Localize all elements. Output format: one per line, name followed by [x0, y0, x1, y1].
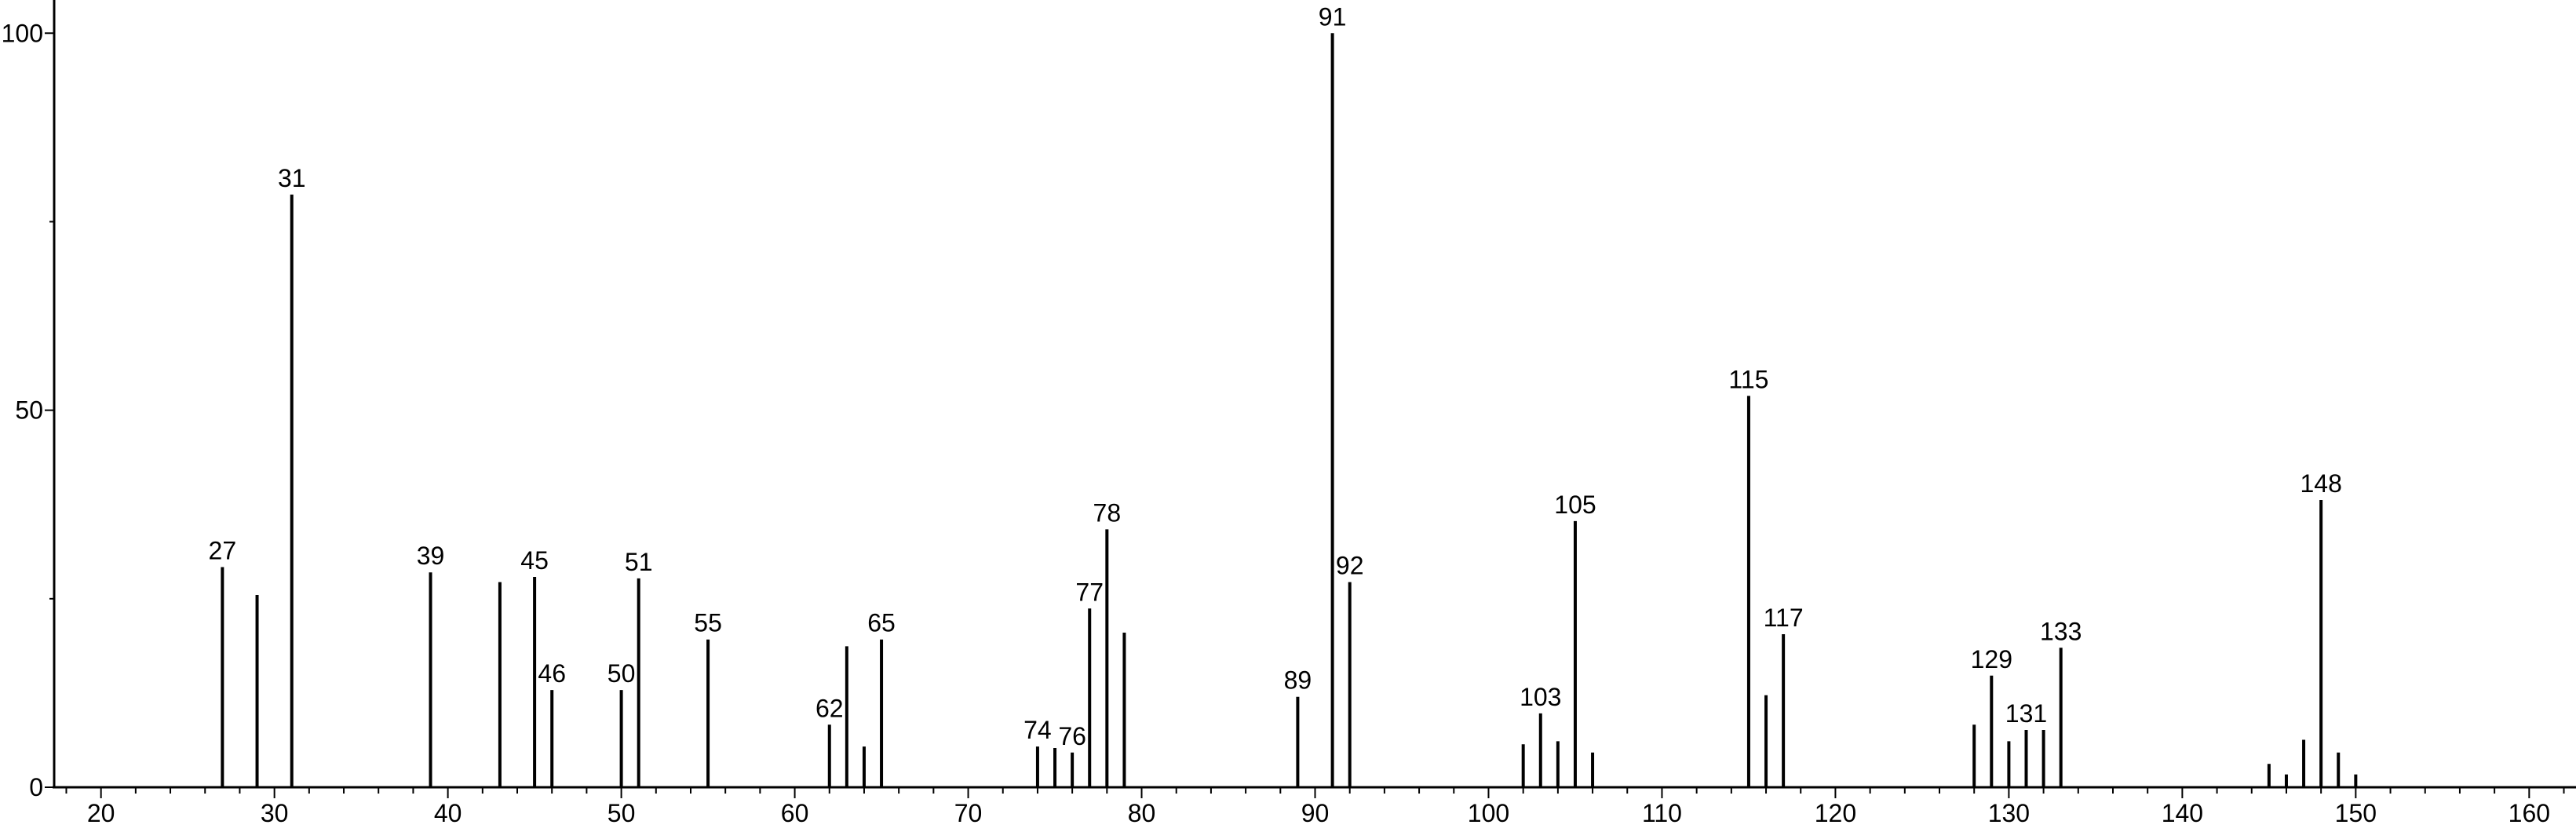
y-tick-label: 100 — [2, 19, 43, 47]
peak-label: 39 — [417, 542, 445, 570]
y-tick-label: 0 — [29, 773, 43, 801]
x-tick-label: 140 — [2162, 799, 2203, 827]
peak-label: 91 — [1319, 2, 1347, 31]
x-tick-label: 20 — [87, 799, 115, 827]
peak-label: 103 — [1520, 683, 1561, 711]
x-tick-label: 120 — [1815, 799, 1856, 827]
x-tick-label: 80 — [1128, 799, 1156, 827]
peak-label: 129 — [1971, 645, 2012, 673]
peak-label: 76 — [1058, 722, 1086, 750]
x-tick-label: 70 — [954, 799, 983, 827]
peak-label: 105 — [1554, 491, 1596, 519]
peak-label: 131 — [2005, 699, 2047, 728]
peak-label: 51 — [625, 548, 653, 576]
peak-label: 65 — [867, 609, 896, 637]
peak-label: 148 — [2300, 469, 2341, 498]
x-tick-label: 150 — [2335, 799, 2377, 827]
x-tick-label: 130 — [1988, 799, 2030, 827]
peak-label: 31 — [278, 164, 306, 192]
x-tick-label: 50 — [608, 799, 636, 827]
x-tick-label: 160 — [2508, 799, 2550, 827]
peak-label: 77 — [1075, 578, 1104, 606]
peak-label: 115 — [1728, 365, 1768, 393]
peak-label: 55 — [694, 609, 722, 637]
peak-label: 46 — [538, 659, 566, 688]
peak-label: 62 — [815, 694, 844, 722]
peak-label: 133 — [2040, 617, 2082, 645]
peak-label: 27 — [209, 536, 237, 564]
x-tick-label: 90 — [1301, 799, 1330, 827]
peak-label: 45 — [520, 546, 549, 575]
peak-label: 92 — [1336, 552, 1364, 580]
x-tick-label: 40 — [434, 799, 462, 827]
y-tick-label: 50 — [15, 396, 43, 425]
x-tick-label: 100 — [1468, 799, 1509, 827]
x-tick-label: 30 — [261, 799, 289, 827]
peak-label: 117 — [1764, 604, 1804, 632]
peak-label: 78 — [1093, 498, 1122, 527]
peak-label: 74 — [1023, 716, 1052, 744]
peak-label: 89 — [1284, 666, 1312, 695]
x-tick-label: 60 — [781, 799, 809, 827]
peak-label: 50 — [608, 659, 636, 688]
x-tick-label: 110 — [1642, 799, 1682, 827]
